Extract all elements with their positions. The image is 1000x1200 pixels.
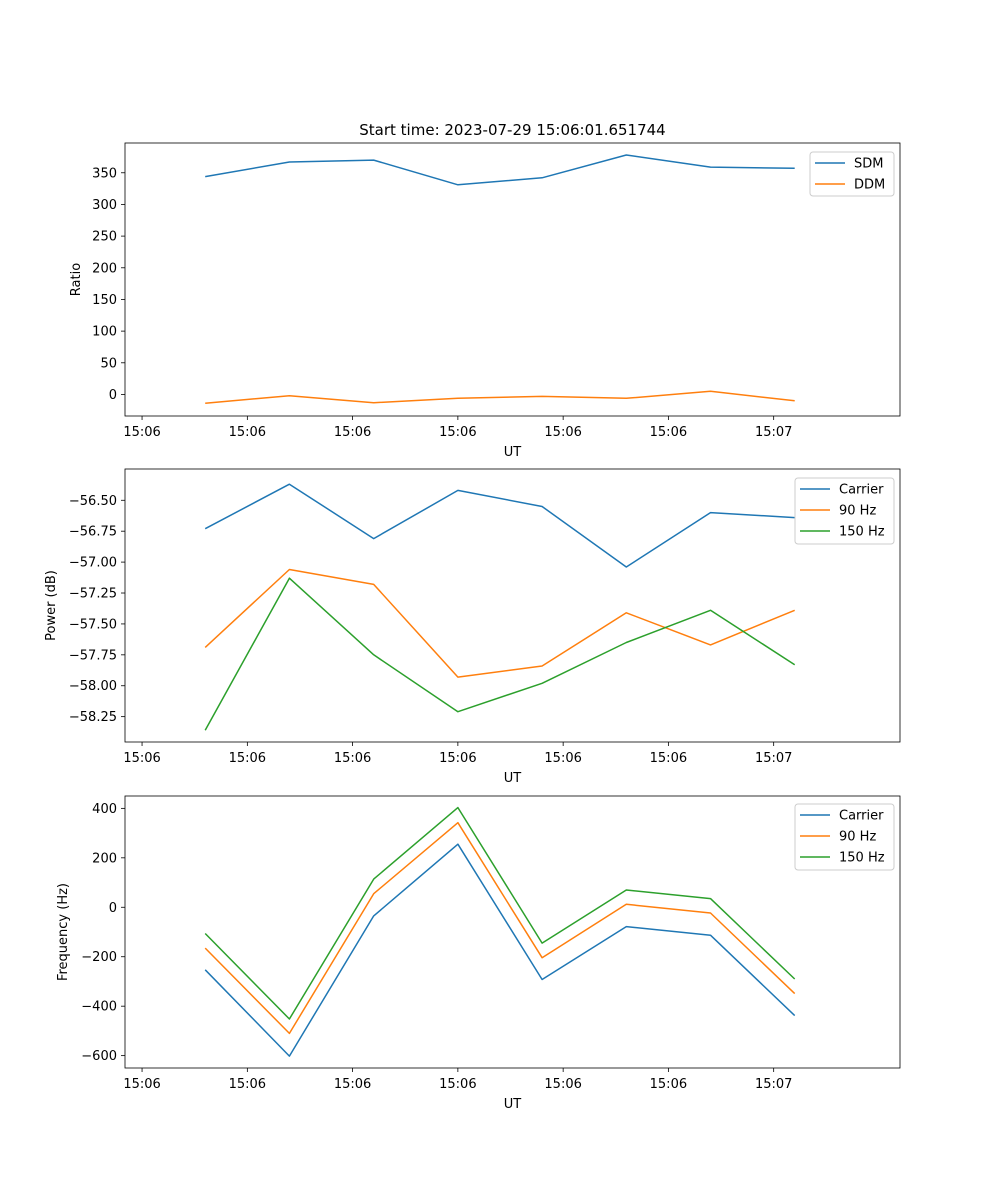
x-tick-label: 15:06 [123,425,160,440]
x-tick-label: 15:06 [229,425,266,440]
y-tick-label: −56.50 [69,494,117,509]
legend-box [794,477,895,545]
y-tick-label: 200 [92,851,117,866]
legend-label: Carrier [839,483,884,498]
y-tick-label: −58.25 [69,710,117,725]
series-line-90-hz [204,821,796,1035]
x-tick-label: 15:06 [650,751,687,766]
y-tick-label: 0 [109,388,117,403]
chart-title: Start time: 2023-07-29 15:06:01.651744 [359,121,665,139]
y-tick-label: 400 [92,802,117,817]
x-axis-label: UT [504,1097,522,1112]
y-tick-label: −57.75 [69,648,117,663]
y-axis-label: Power (dB) [44,570,59,641]
series-line-sdm [205,154,795,186]
y-tick-label: −57.50 [69,617,117,632]
x-tick-label: 15:06 [439,751,476,766]
series-line-carrier [204,483,795,568]
x-tick-label: 15:06 [439,1077,476,1092]
y-tick-label: −200 [81,950,117,965]
legend-box [794,803,895,871]
legend-label: 150 Hz [839,851,885,866]
series-line-ddm [205,390,795,405]
legend: SDM DDM [809,151,895,197]
y-tick-label: 200 [92,261,117,276]
plot-frame [124,468,901,743]
x-tick-label: 15:06 [544,425,581,440]
y-tick-label: 0 [109,901,117,916]
x-tick-label: 15:07 [755,1077,792,1092]
y-axis-label: Frequency (Hz) [56,883,71,981]
y-tick-label: −56.75 [69,525,117,540]
x-tick-label: 15:06 [439,425,476,440]
x-axis-label: UT [504,771,522,786]
subplot-1: Start time: 2023-07-29 15:06:01.651744 15… [69,121,901,460]
subplot-2: 15:06 15:06 15:06 15:06 15:06 15:06 15:07 −58.2… [44,468,901,786]
x-tick-label: 15:06 [544,751,581,766]
y-tick-label: 100 [92,325,117,340]
x-tick-label: 15:06 [650,425,687,440]
y-tick-label: 150 [92,293,117,308]
plot-frame [124,142,901,417]
series-line-150-hz [204,577,796,731]
legend-label: 150 Hz [839,525,885,540]
legend-label: SDM [854,157,883,172]
y-tick-label: 50 [100,356,117,371]
x-tick-label: 15:06 [334,425,371,440]
y-tick-label: 250 [92,230,117,245]
x-tick-label: 15:06 [123,1077,160,1092]
x-tick-label: 15:07 [755,751,792,766]
y-axis-label: Ratio [69,263,84,296]
y-tick-label: 350 [92,166,117,181]
x-tick-label: 15:06 [123,751,160,766]
y-tick-label: −400 [81,1000,117,1015]
legend: Carrier 90 Hz 150 Hz [794,477,895,545]
x-tick-label: 15:06 [544,1077,581,1092]
legend-label: DDM [854,178,885,193]
plot-frame [124,795,901,1069]
series-line-90-hz [204,568,795,678]
y-tick-label: −58.00 [69,679,117,694]
x-tick-label: 15:06 [650,1077,687,1092]
x-axis-label: UT [504,445,522,460]
legend-label: 90 Hz [839,830,876,845]
y-tick-label: −600 [81,1049,117,1064]
y-tick-label: −57.25 [69,587,117,602]
x-tick-label: 15:06 [229,1077,266,1092]
legend-label: Carrier [839,809,884,824]
y-tick-label: −57.00 [69,556,117,571]
series-line-150-hz [204,806,796,1020]
x-tick-label: 15:06 [334,751,371,766]
series-line-carrier [204,843,796,1057]
x-tick-label: 15:07 [755,425,792,440]
subplot-3: 15:06 15:06 15:06 15:06 15:06 15:06 15:07 −600 −… [56,795,901,1112]
legend-label: 90 Hz [839,504,876,519]
x-tick-label: 15:06 [334,1077,371,1092]
x-tick-label: 15:06 [229,751,266,766]
legend: Carrier 90 Hz 150 Hz [794,803,895,871]
y-tick-label: 300 [92,198,117,213]
